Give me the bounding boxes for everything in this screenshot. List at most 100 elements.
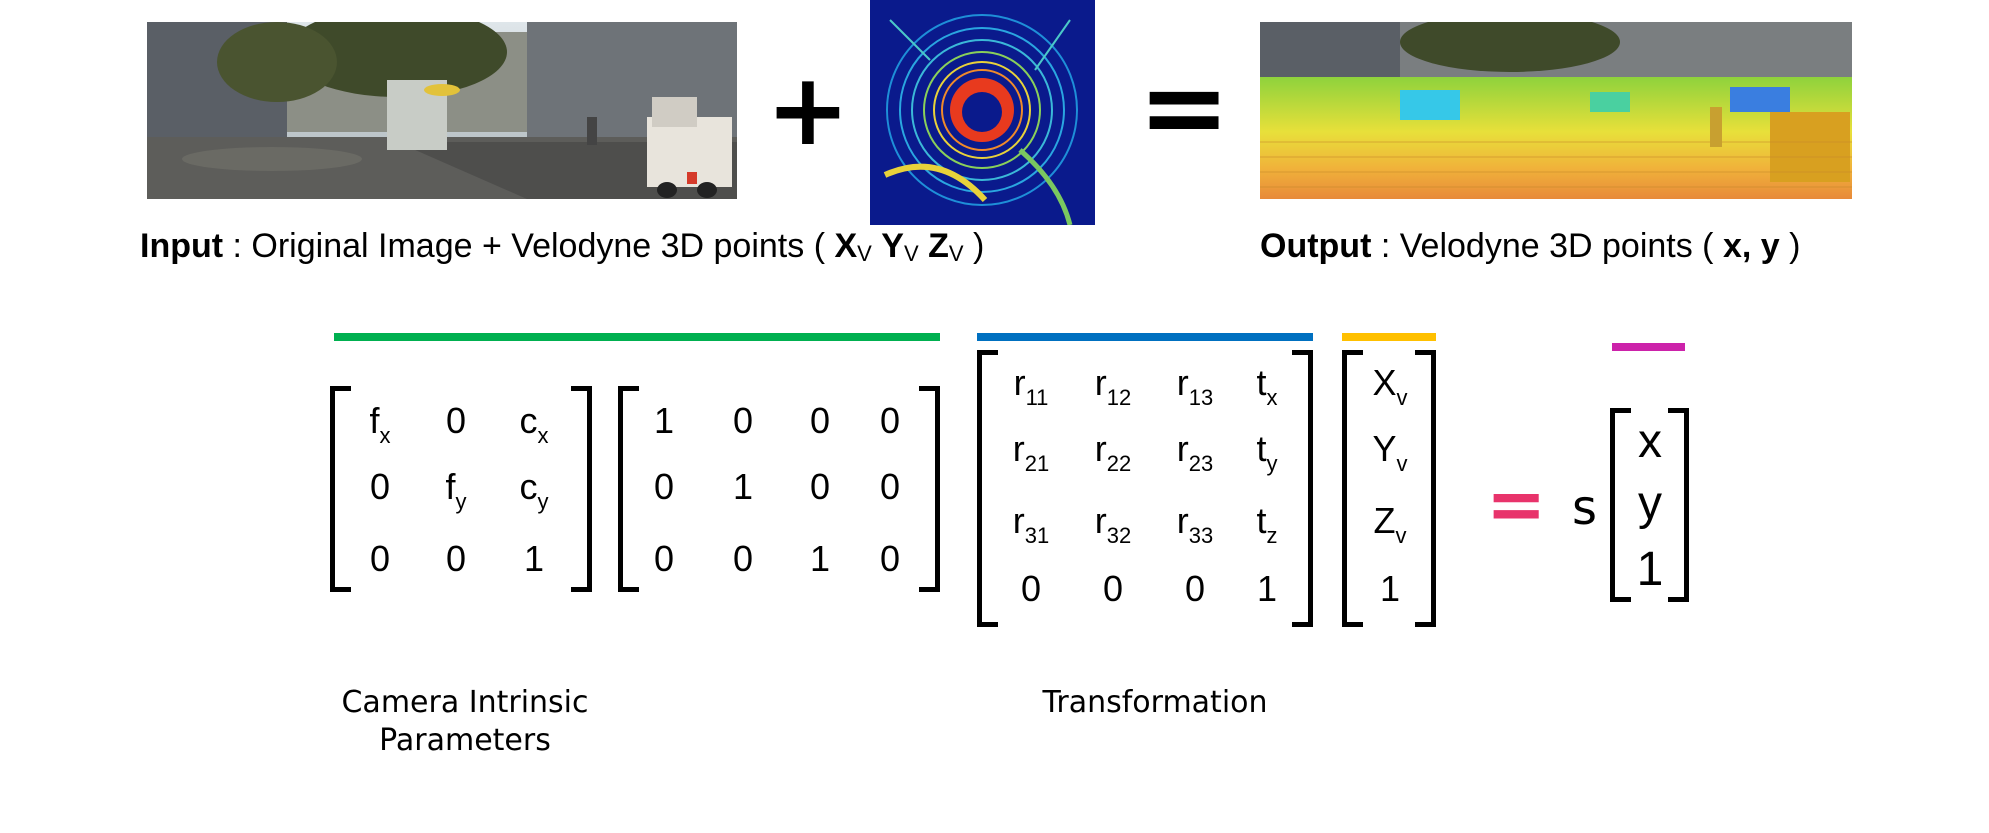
cell-base: f <box>445 466 456 507</box>
left-bracket <box>330 386 351 592</box>
transformation-matrix-cell: r23 <box>1160 428 1230 477</box>
right-bracket <box>919 386 940 592</box>
projection-matrix-cell: 0 <box>708 400 778 442</box>
cell-subscript: y <box>537 489 549 514</box>
point-vector-cell: Xv <box>1355 362 1425 411</box>
cell-base: 0 <box>732 400 754 441</box>
cell-subscript: 33 <box>1188 523 1214 548</box>
cell-subscript: y <box>1266 451 1278 476</box>
cell-base: 0 <box>1102 568 1124 609</box>
left-bracket <box>1342 350 1363 627</box>
projection-matrix-cell: 0 <box>855 400 925 442</box>
cell-subscript: 11 <box>1025 385 1049 410</box>
intrinsic-label: Camera Intrinsic Parameters <box>341 685 589 758</box>
projection-matrix: 1 0 0 0 0 1 0 0 0 0 1 0 <box>618 386 940 592</box>
point-vector: Xv Yv Zv 1 <box>1342 350 1436 627</box>
transformation-matrix-cell: r13 <box>1160 362 1230 411</box>
transformation-bar <box>977 333 1313 341</box>
intrinsic-matrix-cell: 0 <box>345 538 415 580</box>
output-caption-close: ) <box>1779 227 1801 265</box>
intrinsic-matrix: fx 0 cx 0 fy cy 0 0 1 <box>330 386 592 592</box>
cell-base: r <box>1094 362 1107 403</box>
result-x: x <box>1638 415 1662 468</box>
cell-subscript: v <box>1395 523 1407 548</box>
projection-matrix-cell: 0 <box>855 538 925 580</box>
transformation-matrix-cell: 0 <box>996 568 1066 610</box>
input-caption-text: : Original Image + Velodyne 3D points ( <box>223 227 835 265</box>
input-z-sub: V <box>948 241 964 266</box>
cell-base: 0 <box>879 538 901 579</box>
cell-subscript: x <box>1266 385 1278 410</box>
cell-base: r <box>1013 362 1026 403</box>
projected-points-image <box>1260 22 1852 199</box>
cell-base: 0 <box>809 400 831 441</box>
cell-base: 0 <box>879 400 901 441</box>
cell-base: 0 <box>1184 568 1206 609</box>
input-y-symbol: Y <box>881 227 904 265</box>
cell-base: 0 <box>445 400 467 441</box>
input-y-sub: V <box>903 241 919 266</box>
transformation-matrix-cell: tx <box>1232 362 1302 411</box>
intrinsic-matrix-cell: cy <box>499 466 569 515</box>
cell-base: r <box>1176 500 1189 541</box>
intrinsic-matrix-cell: 0 <box>421 400 491 442</box>
cell-base: Y <box>1372 428 1397 469</box>
cell-subscript: 12 <box>1106 385 1132 410</box>
transformation-matrix-cell: 1 <box>1232 568 1302 610</box>
cell-subscript: x <box>379 423 391 448</box>
intrinsic-matrix-cell: 1 <box>499 538 569 580</box>
lidar-pointcloud-image <box>870 0 1095 225</box>
cell-subscript: x <box>537 423 549 448</box>
right-bracket <box>571 386 592 592</box>
intrinsic-matrix-cell: fx <box>345 400 415 449</box>
input-caption-bold: Input <box>140 227 224 265</box>
cell-subscript: 32 <box>1106 523 1132 548</box>
projection-matrix-cell: 0 <box>708 538 778 580</box>
cell-base: 0 <box>369 466 391 507</box>
cell-subscript: 23 <box>1188 451 1214 476</box>
pink-equals-operator: = <box>1486 462 1547 546</box>
cell-base: r <box>1094 500 1107 541</box>
input-caption: Input : Original Image + Velodyne 3D poi… <box>140 227 984 267</box>
cell-base: 0 <box>1020 568 1042 609</box>
transformation-label: Transformation <box>1042 685 1268 720</box>
transformation-matrix-cell: 0 <box>1160 568 1230 610</box>
right-bracket <box>1292 350 1313 627</box>
result-bar <box>1612 343 1685 351</box>
intrinsic-matrix-cell: cx <box>499 400 569 449</box>
equals-operator: = <box>1138 43 1231 171</box>
cell-base: 1 <box>1256 568 1278 609</box>
intrinsic-bar <box>334 333 940 341</box>
output-caption: Output : Velodyne 3D points ( x, y ) <box>1260 227 1800 266</box>
cell-base: r <box>1012 500 1025 541</box>
cell-base: f <box>369 400 380 441</box>
point-vector-cell: Yv <box>1355 428 1425 477</box>
projection-matrix-cell: 0 <box>629 538 699 580</box>
projection-matrix-cell: 1 <box>708 466 778 508</box>
cell-base: c <box>519 400 538 441</box>
left-bracket <box>977 350 998 627</box>
projection-matrix-cell: 1 <box>629 400 699 442</box>
cell-subscript: 31 <box>1024 523 1050 548</box>
transformation-matrix-cell: r22 <box>1078 428 1148 477</box>
cell-subscript: 13 <box>1188 385 1214 410</box>
cell-base: 0 <box>809 466 831 507</box>
input-x-sub: V <box>857 241 872 266</box>
point-bar <box>1342 333 1436 341</box>
cell-base: r <box>1094 428 1107 469</box>
cell-base: 0 <box>369 538 391 579</box>
transformation-matrix-cell: 0 <box>1078 568 1148 610</box>
cell-base: t <box>1256 428 1267 469</box>
transformation-matrix-cell: r11 <box>996 362 1066 411</box>
cell-base: 0 <box>879 466 901 507</box>
cell-subscript: z <box>1266 523 1278 548</box>
cell-base: c <box>519 466 538 507</box>
input-z-symbol: Z <box>928 227 949 265</box>
cell-base: 1 <box>1379 568 1401 609</box>
transformation-matrix-cell: r32 <box>1078 500 1148 549</box>
cell-subscript: y <box>455 489 467 514</box>
output-caption-bold: Output <box>1260 227 1372 265</box>
cell-subscript: v <box>1396 385 1408 410</box>
projection-matrix-cell: 0 <box>785 400 855 442</box>
cell-base: 1 <box>809 538 831 579</box>
